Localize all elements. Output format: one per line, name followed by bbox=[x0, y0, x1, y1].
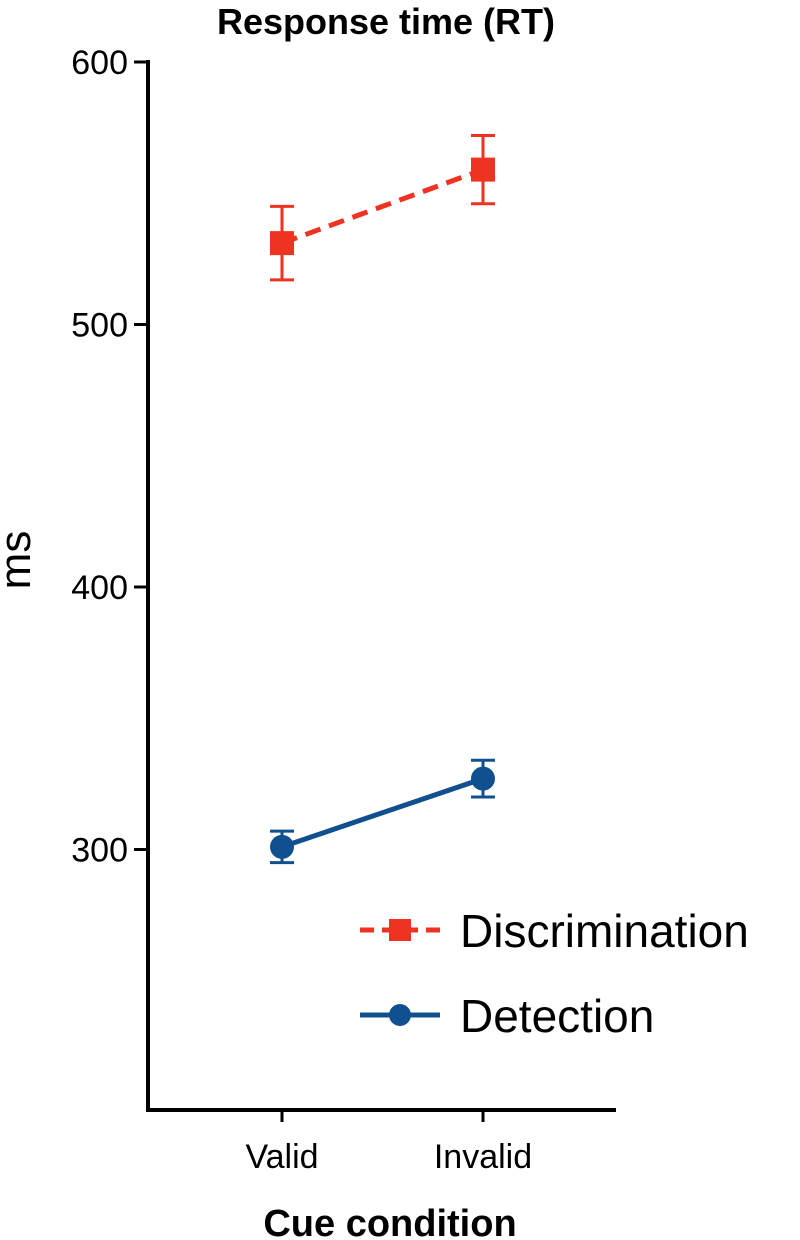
legend-item-detection: Detection bbox=[360, 990, 654, 1042]
series-line bbox=[281, 776, 484, 850]
series-layer bbox=[270, 134, 495, 865]
chart-title: Response time (RT) bbox=[217, 1, 555, 42]
y-axis-ticks: 300 400 500 600 bbox=[71, 44, 148, 870]
y-tick-label: 500 bbox=[71, 307, 128, 345]
legend-swatch-marker bbox=[389, 919, 411, 941]
legend-label: Discrimination bbox=[460, 905, 749, 957]
y-tick-label: 300 bbox=[71, 832, 128, 870]
data-point bbox=[471, 157, 495, 182]
series-line bbox=[281, 167, 484, 246]
y-axis-label: ms bbox=[0, 531, 40, 590]
data-point bbox=[270, 231, 294, 256]
y-tick-label: 400 bbox=[71, 569, 128, 607]
data-point bbox=[270, 834, 294, 859]
y-tick-label: 600 bbox=[71, 44, 128, 82]
series-discrimination bbox=[270, 134, 495, 282]
legend-swatch-marker bbox=[389, 1004, 411, 1026]
legend-item-discrimination: Discrimination bbox=[360, 905, 749, 957]
x-tick-label: Valid bbox=[245, 1138, 318, 1176]
x-axis-label: Cue condition bbox=[263, 1203, 516, 1240]
x-axis-ticks: Valid Invalid bbox=[245, 1110, 532, 1176]
data-point bbox=[471, 766, 495, 791]
legend: Discrimination Detection bbox=[360, 905, 749, 1042]
legend-label: Detection bbox=[460, 990, 654, 1042]
x-tick-label: Invalid bbox=[434, 1138, 532, 1176]
series-detection bbox=[270, 758, 495, 865]
